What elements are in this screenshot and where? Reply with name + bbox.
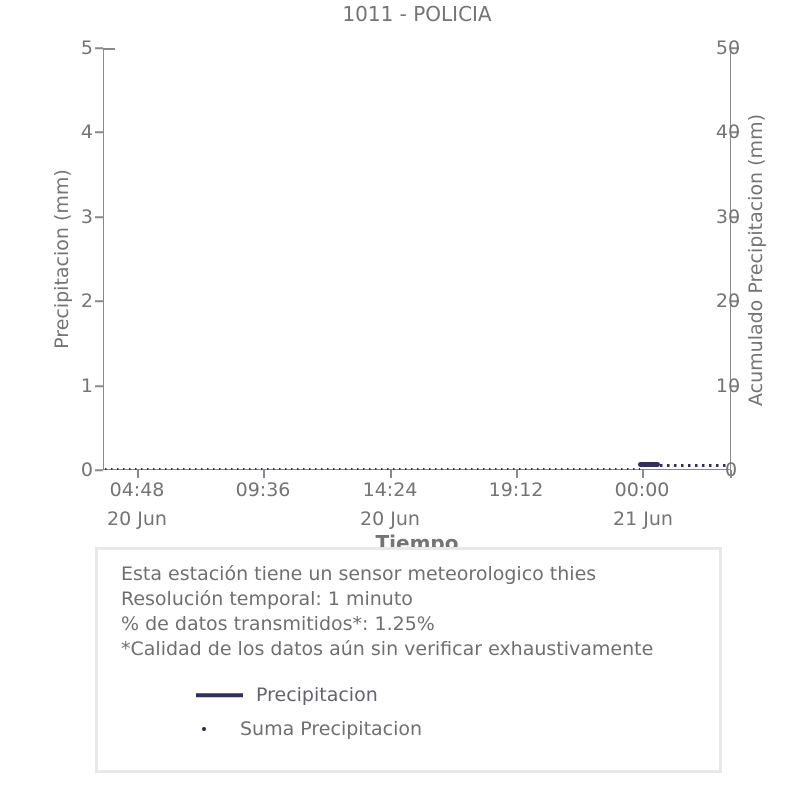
info-text-block: Esta estación tiene un sensor meteorolog… (121, 562, 653, 662)
info-text-line: Resolución temporal: 1 minuto (121, 588, 413, 610)
y-tick-label-left: 3 (80, 206, 93, 228)
y-tick-mark (731, 47, 739, 49)
x-date-label: 21 Jun (613, 508, 673, 530)
info-text-line: Esta estación tiene un sensor meteorolog… (121, 563, 597, 585)
y-tick-mark (95, 131, 103, 133)
top-left-tick-mark (104, 48, 115, 50)
y-tick-mark (95, 385, 103, 387)
y-tick-label-left: 1 (80, 375, 93, 397)
y-tick-label-right: 40 (715, 121, 741, 143)
x-tick-mark (516, 470, 518, 478)
y-tick-label-left: 0 (80, 459, 93, 481)
y-axis-label-right: Acumulado Precipitacion (mm) (745, 114, 767, 406)
y-tick-mark (95, 469, 103, 471)
y-tick-label-right: 50 (715, 37, 741, 59)
x-tick-mark (390, 470, 392, 478)
plot-area (103, 48, 731, 470)
y-tick-label-left: 2 (80, 290, 93, 312)
x-tick-label: 14:24 (362, 479, 418, 501)
x-tick-mark (642, 470, 644, 478)
y-tick-mark (731, 131, 739, 133)
x-tick-label: 19:12 (488, 479, 544, 501)
y-tick-label-left: 5 (80, 37, 93, 59)
x-tick-mark (730, 470, 732, 478)
chart-title: 1011 - POLICIA (342, 2, 492, 26)
x-tick-mark (263, 470, 265, 478)
info-text-line: *Calidad de los datos aún sin verificar … (121, 638, 654, 660)
x-tick-label: 04:48 (109, 479, 165, 501)
legend-dot-swatch (202, 727, 206, 731)
suma-precipitacion-dotted-line (105, 468, 640, 470)
legend-line-swatch (196, 693, 243, 697)
y-tick-label-right: 20 (715, 290, 741, 312)
info-legend-box: Esta estación tiene un sensor meteorolog… (95, 547, 722, 773)
y-tick-mark (95, 47, 103, 49)
legend-label-precipitacion: Precipitacion (256, 684, 378, 706)
x-date-label: 20 Jun (360, 508, 420, 530)
y-tick-mark (731, 300, 739, 302)
suma-precipitacion-dotted-line-raised (660, 464, 730, 467)
precipitacion-line-segment (638, 462, 660, 467)
x-date-label: 20 Jun (107, 508, 167, 530)
y-tick-mark (95, 300, 103, 302)
y-axis-label-left: Precipitacion (mm) (51, 169, 73, 349)
y-tick-mark (95, 216, 103, 218)
y-tick-label-right: 10 (715, 375, 741, 397)
x-tick-label: 09:36 (235, 479, 291, 501)
legend-label-suma-precipitacion: Suma Precipitacion (240, 718, 423, 740)
y-tick-label-left: 4 (80, 121, 93, 143)
y-tick-mark (731, 216, 739, 218)
info-text-line: % de datos transmitidos*: 1.25% (121, 613, 435, 635)
x-tick-label: 00:00 (614, 479, 670, 501)
y-tick-label-right: 30 (715, 206, 741, 228)
y-tick-mark (731, 385, 739, 387)
x-tick-mark (137, 470, 139, 478)
